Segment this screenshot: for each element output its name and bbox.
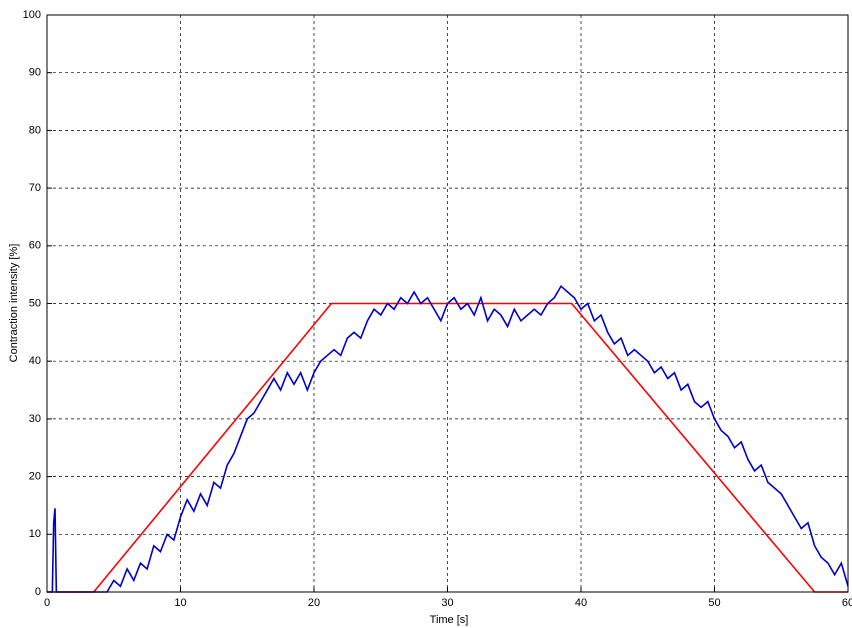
y-axis-label: Contraction intensity [%] (8, 244, 20, 363)
y-tick-label: 80 (29, 124, 41, 136)
y-tick-label: 40 (29, 355, 41, 367)
y-tick-label: 30 (29, 413, 41, 425)
x-tick-label: 60 (842, 597, 852, 609)
y-tick-label: 90 (29, 67, 41, 79)
x-axis-label: Time [s] (430, 614, 469, 626)
y-tick-label: 0 (35, 586, 41, 598)
y-tick-label: 50 (29, 297, 41, 309)
data-line (47, 284, 849, 593)
y-tick-label: 70 (29, 182, 41, 194)
x-tick-label: 10 (174, 597, 186, 609)
x-tick-label: 30 (441, 597, 453, 609)
x-tick-label: 40 (575, 597, 587, 609)
y-tick-label: 100 (23, 9, 41, 21)
x-tick-label: 50 (708, 597, 720, 609)
y-tick-label: 20 (29, 471, 41, 483)
y-tick-label: 10 (29, 528, 41, 540)
y-tick-label: 60 (29, 240, 41, 252)
x-tick-label: 0 (44, 597, 50, 609)
x-tick-label: 20 (308, 597, 320, 609)
plot-frame (46, 14, 849, 593)
